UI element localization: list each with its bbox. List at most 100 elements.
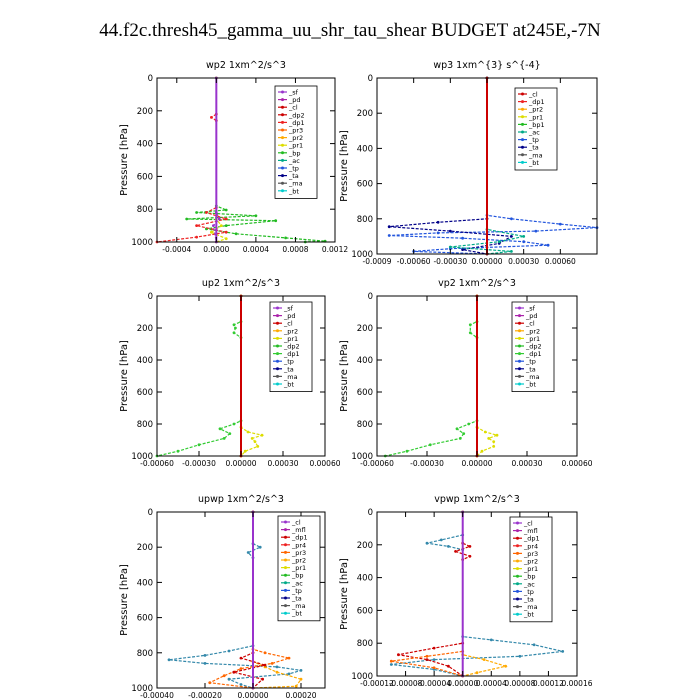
data-point: [425, 541, 429, 545]
data-point: [561, 650, 565, 653]
data-point: [397, 653, 400, 657]
legend-entry: _pr3: [523, 550, 538, 558]
chart-title: vpwp 1xm^2/s^3: [434, 494, 520, 505]
legend-entry: _dp1: [283, 350, 300, 358]
series-line-dp1: [398, 512, 472, 677]
y-tick-label: 0: [148, 508, 153, 518]
series-line-pr1: [240, 296, 265, 457]
data-point: [461, 236, 464, 240]
data-point: [534, 229, 538, 233]
legend-entry: _mfl: [291, 526, 306, 534]
data-point: [275, 665, 279, 669]
data-point: [219, 224, 223, 228]
legend-marker: [518, 321, 521, 325]
legend: _sf_pd_cl_dp2_dp1_pr3_pr2_pr1_bp_ac_tp_t…: [274, 85, 318, 199]
data-point: [224, 224, 228, 228]
data-point: [250, 437, 254, 440]
data-point: [210, 230, 213, 234]
legend-entry: _dp2: [288, 111, 305, 119]
x-tick-label: -0.0009: [363, 257, 392, 266]
legend: _sf_pd_cl_pr2_pr1_dp2_dp1_tp_ta_ma_bt: [511, 301, 555, 392]
legend-entry: _ta: [523, 596, 534, 604]
legend-marker: [276, 344, 279, 348]
x-tick-label: -0.00040: [140, 691, 174, 700]
legend-marker: [518, 359, 521, 363]
x-tick-label: 0.0000: [203, 245, 229, 254]
legend-marker: [281, 166, 284, 170]
y-tick-label: 200: [137, 107, 153, 117]
x-tick-label: 0.00000: [447, 679, 478, 688]
data-point: [483, 430, 487, 434]
legend-marker: [518, 352, 521, 356]
legend-marker: [276, 321, 279, 325]
legend-marker: [521, 107, 524, 111]
data-point: [217, 217, 221, 221]
data-point: [468, 331, 472, 335]
x-tick-label: -0.00030: [410, 459, 444, 468]
data-point: [458, 437, 462, 440]
data-point: [510, 235, 513, 238]
data-point: [227, 649, 231, 653]
y-axis-label: Pressure [hPa]: [119, 340, 130, 412]
legend-entry: _pr2: [528, 106, 543, 114]
legend-marker: [281, 128, 284, 132]
legend-marker: [518, 344, 521, 348]
data-point: [239, 667, 243, 670]
legend-entry: _ma: [288, 180, 303, 188]
legend-marker: [276, 329, 279, 333]
legend-marker: [284, 604, 287, 608]
legend-entry: _bt: [291, 610, 302, 618]
legend-entry: _ta: [525, 365, 536, 373]
data-point: [425, 654, 429, 658]
x-tick-label: -0.00060: [360, 459, 394, 468]
x-tick-label: 0.00000: [237, 691, 268, 700]
legend-entry: _pr1: [283, 335, 298, 343]
data-point: [299, 677, 303, 681]
legend-entry: _pr1: [528, 113, 543, 121]
data-point: [489, 638, 493, 642]
series-line-dp1: [233, 512, 268, 689]
data-point: [260, 433, 264, 437]
data-point: [274, 219, 278, 223]
x-tick-label: -0.0004: [162, 245, 191, 254]
y-tick-label: 800: [137, 649, 153, 659]
data-point: [224, 217, 228, 221]
legend-entry: _bp: [291, 572, 304, 580]
legend-entry: _bp: [288, 149, 301, 157]
x-tick-label: -0.00020: [188, 691, 222, 700]
data-point: [492, 445, 496, 448]
legend-marker: [516, 589, 519, 593]
series-line-tp: [389, 78, 598, 255]
y-tick-label: 400: [137, 356, 153, 366]
data-point: [522, 240, 526, 244]
legend-marker: [516, 597, 519, 601]
data-point: [510, 217, 513, 221]
legend-entry: _pr2: [291, 557, 306, 565]
x-tick-label: 0.0008: [282, 245, 308, 254]
data-point: [461, 248, 464, 252]
legend-entry: _dp2: [525, 343, 542, 351]
legend-marker: [284, 611, 287, 615]
y-tick-label: 0: [148, 74, 153, 84]
data-point: [195, 235, 199, 239]
legend-entry: _tp: [288, 165, 299, 173]
data-point: [218, 427, 222, 431]
data-point: [468, 554, 472, 558]
legend-entry: _pd: [288, 96, 301, 104]
data-point: [522, 235, 526, 238]
legend: _cl_mfl_dp1_pr4_pr3_pr2_pr1_bp_ac_tp_ta_…: [277, 515, 321, 622]
legend-marker: [516, 529, 519, 533]
legend-entry: _ta: [528, 144, 539, 152]
y-axis-label: Pressure [hPa]: [339, 130, 350, 202]
x-tick-label: 0.0012: [322, 245, 348, 254]
y-tick-label: 600: [137, 614, 153, 624]
data-point: [448, 245, 452, 249]
chart-title: upwp 1xm^2/s^3: [198, 494, 284, 505]
legend-marker: [521, 138, 524, 142]
data-point: [299, 669, 303, 672]
y-tick-label: 800: [357, 215, 373, 225]
data-point: [263, 651, 267, 655]
data-point: [167, 658, 171, 662]
legend-entry: _ac: [291, 579, 303, 587]
data-point: [284, 236, 287, 240]
